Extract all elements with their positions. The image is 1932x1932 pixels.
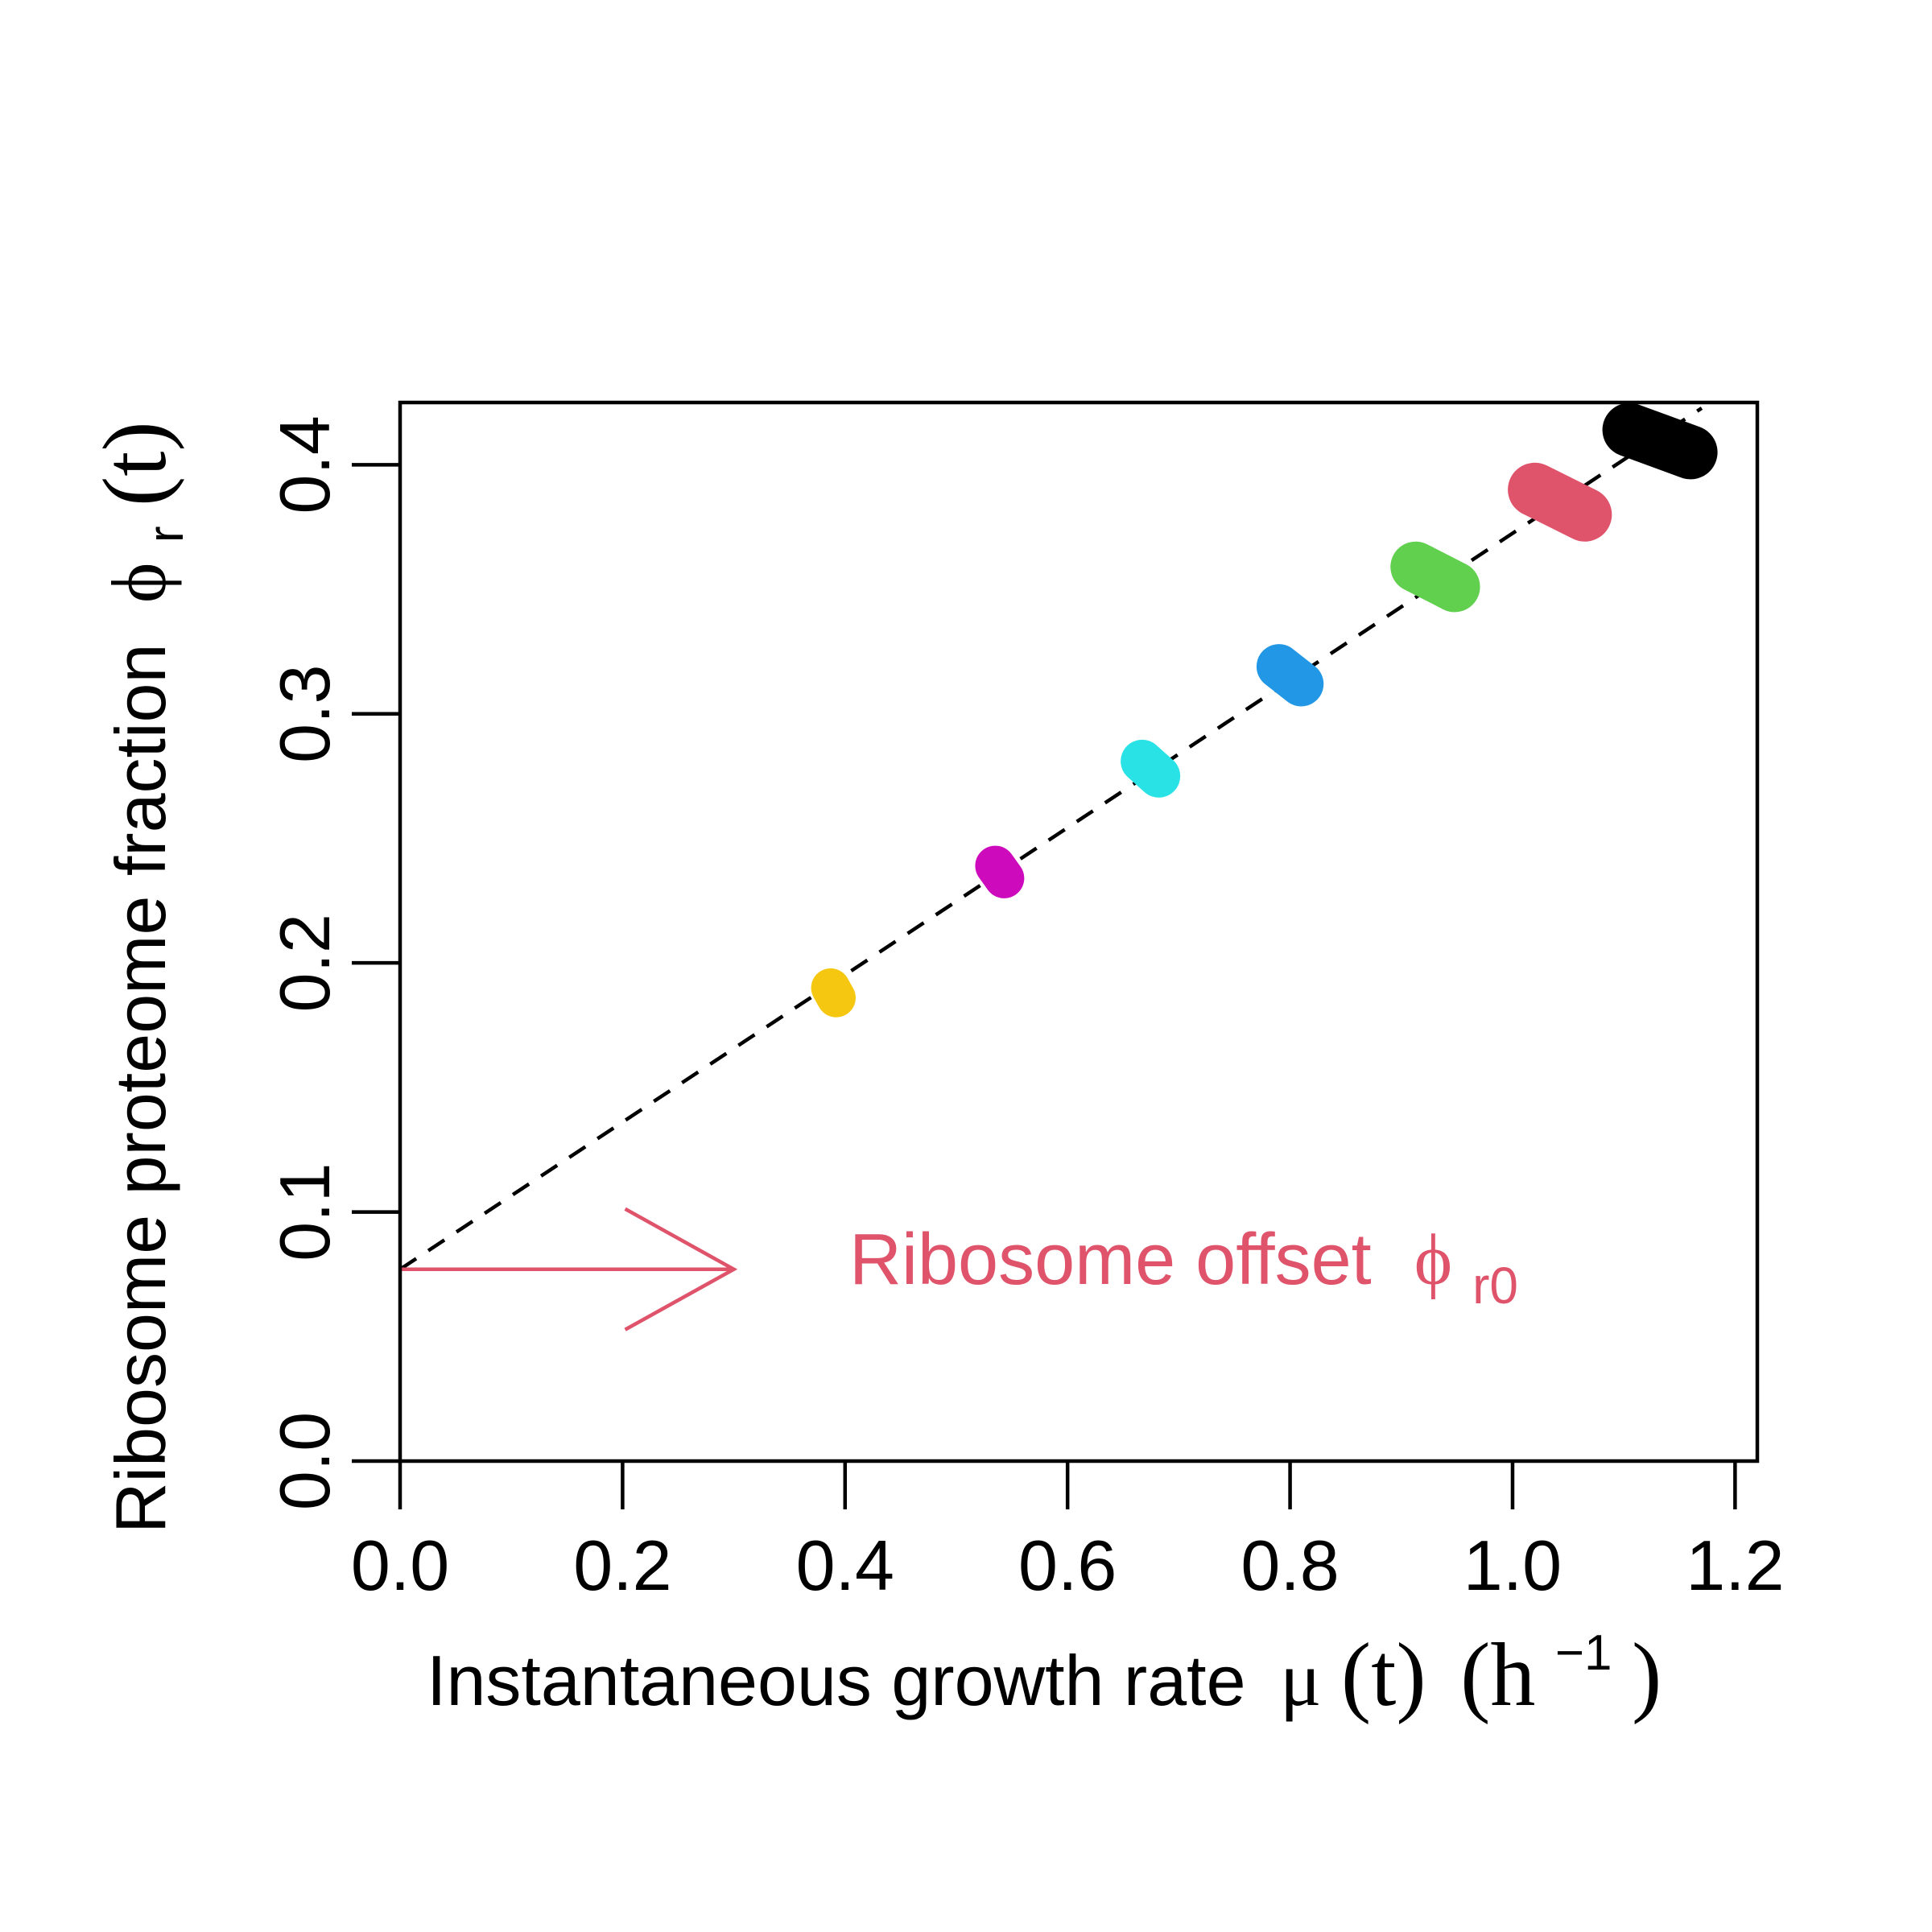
y-tick-label: 0.4 <box>265 415 345 514</box>
annotation-text: Ribosome offset <box>849 1220 1372 1300</box>
fit-line <box>398 407 1703 1271</box>
x-axis-label-arg: (t) <box>1341 1625 1426 1725</box>
data-cluster-7 <box>1602 402 1718 480</box>
axes-layer: 0.0 0.2 0.4 0.6 0.8 1.0 1.2 0.0 0.1 0.2 0.3 0.4 <box>265 400 1785 1605</box>
x-axis-unit-superscript: −1 <box>1555 1625 1612 1681</box>
data-cluster-3 <box>1121 739 1181 798</box>
y-axis-label-symbol: ϕ <box>96 563 182 604</box>
data-cluster-2 <box>975 845 1025 898</box>
x-tick-label: 0.4 <box>796 1525 894 1605</box>
x-axis-label: Instantaneous growth rate μ (t) (h −1 ) <box>427 1605 1662 1725</box>
x-tick-label: 0.8 <box>1241 1525 1339 1605</box>
y-tick-label: 0.0 <box>265 1412 345 1510</box>
data-cluster-6 <box>1508 462 1612 542</box>
x-tick-label: 0.2 <box>573 1525 671 1605</box>
annotation-symbol: ϕ <box>1414 1220 1452 1300</box>
x-axis-label-text: Instantaneous growth rate <box>427 1641 1246 1720</box>
y-axis-label-arg: (t) <box>85 421 185 506</box>
x-tick-label: 0.0 <box>351 1525 449 1605</box>
data-cluster-1 <box>811 968 856 1018</box>
plot-layer <box>398 402 1718 1331</box>
x-axis-unit-open: (h <box>1460 1625 1535 1725</box>
annotation-label: Ribosome offset ϕ r0 <box>849 1220 1518 1315</box>
data-cluster-5 <box>1390 541 1480 613</box>
x-axis-unit-close: ) <box>1632 1625 1662 1725</box>
y-tick-label: 0.3 <box>265 665 345 763</box>
x-tick-label: 1.2 <box>1686 1525 1784 1605</box>
y-tick-label: 0.2 <box>265 914 345 1012</box>
data-cluster-4 <box>1256 644 1324 707</box>
y-axis-label: Ribosome proteome fraction ϕ r (t) <box>85 421 198 1534</box>
x-axis-label-symbol: μ <box>1280 1636 1321 1722</box>
x-tick-label: 0.6 <box>1018 1525 1117 1605</box>
x-tick-label: 1.0 <box>1463 1525 1562 1605</box>
annotation-subscript: r0 <box>1472 1257 1518 1315</box>
y-tick-label: 0.1 <box>265 1162 345 1261</box>
y-axis-label-text: Ribosome proteome fraction <box>101 644 180 1534</box>
annotation-arrow-head <box>624 1207 738 1331</box>
plot-frame <box>398 400 1760 1463</box>
y-axis-label-subscript: r <box>138 526 194 543</box>
